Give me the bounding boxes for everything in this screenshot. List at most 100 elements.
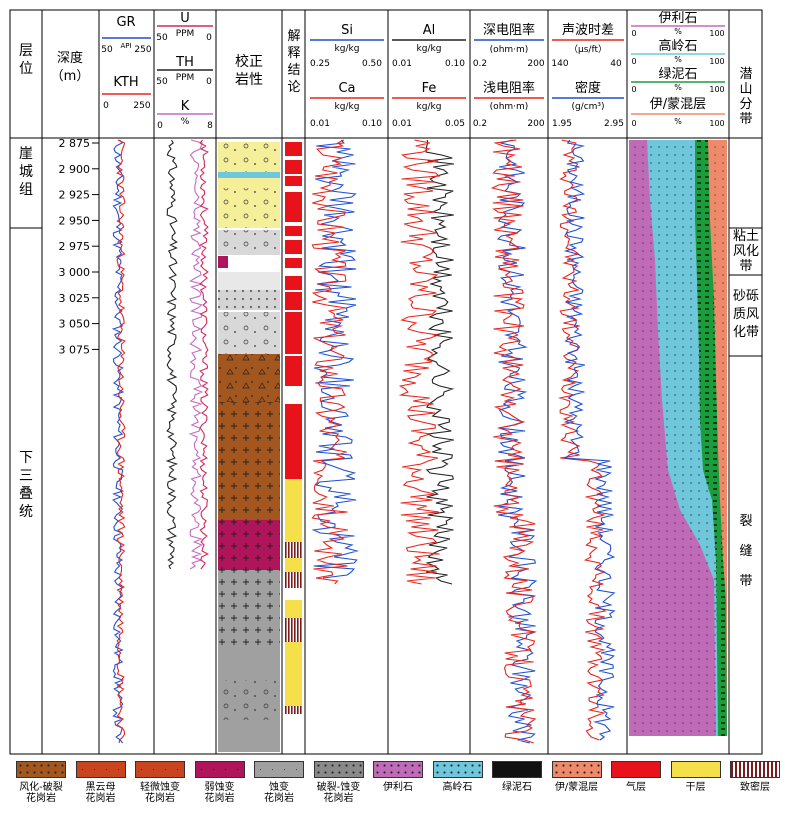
th-scale-min: 50	[156, 77, 168, 87]
depth-tick-label: 2 925	[59, 189, 91, 202]
si-scale-max: 0.50	[362, 59, 382, 69]
formation-label: 崖城组	[19, 146, 33, 198]
al-scale-min: 0.01	[392, 59, 412, 69]
depth-tick-label: 2 975	[59, 240, 91, 253]
depth-tick-label: 2 900	[59, 163, 91, 176]
log-curve	[557, 139, 607, 741]
legend-label: 气层	[626, 782, 646, 793]
zone-header: 潜山分带	[739, 67, 752, 127]
legend-label: 蚀变 花岗岩	[264, 782, 294, 804]
legend-item: 致密层	[724, 758, 785, 793]
header: 层位 深度（m） GR 50 API 250 KTH 0 250 U 50 PP…	[19, 11, 753, 131]
legend: 风化-破裂 花岗岩 黑云母 花岗岩 轻微蚀变 花岗岩 弱蚀变 花岗岩 蚀变 花岗岩 破裂-…	[0, 758, 785, 813]
sonic-scale-max: 40	[610, 59, 622, 69]
grid	[9, 9, 763, 755]
density-unit: (g/cm³)	[571, 102, 604, 112]
k-scale-min: 0	[157, 121, 163, 131]
depth-tick-label: 2 950	[59, 214, 91, 227]
ca-scale-max: 0.10	[362, 119, 382, 129]
gr-scale-max: 250	[134, 45, 151, 55]
legend-label: 伊利石	[383, 782, 413, 793]
legend-item: 风化-破裂 花岗岩	[10, 758, 72, 804]
lithology-column	[218, 142, 280, 752]
illite-scale-max: 100	[709, 29, 724, 38]
shallow-scale-min: 0.2	[473, 119, 487, 129]
log-curve	[116, 139, 126, 744]
clay-column	[629, 140, 727, 736]
legend-label: 轻微蚀变 花岗岩	[140, 782, 180, 804]
gr-name: GR	[116, 15, 135, 30]
legend-label: 伊/蒙混层	[554, 782, 599, 793]
deep-scale-max: 200	[527, 59, 544, 69]
th-scale-max: 0	[206, 77, 212, 87]
log-curve	[563, 139, 617, 741]
deep-name: 深电阻率	[483, 22, 535, 38]
k-unit: %	[181, 117, 190, 127]
al-scale-max: 0.10	[445, 59, 465, 69]
legend-label: 破裂-蚀变 花岗岩	[316, 782, 361, 804]
chlorite-name: 绿泥石	[658, 67, 697, 82]
al-name: Al	[423, 23, 436, 38]
layer-header: 层位	[19, 43, 33, 77]
log-curve	[165, 139, 179, 570]
chlorite-scale-min: 0	[631, 85, 636, 94]
log-curve	[425, 139, 455, 585]
illite-scale-min: 0	[631, 29, 636, 38]
al-unit: kg/kg	[417, 44, 442, 54]
density-scale-max: 2.95	[604, 119, 624, 129]
gr-scale-min: 50	[101, 45, 113, 55]
fe-scale-max: 0.05	[445, 119, 465, 129]
legend-swatch	[432, 761, 483, 778]
legend-item: 伊利石	[367, 758, 429, 793]
legend-swatch	[135, 761, 185, 778]
legend-swatch	[670, 761, 721, 778]
legend-swatch	[611, 761, 661, 778]
legend-swatch	[194, 761, 245, 778]
depth-header: 深度（m）	[51, 50, 90, 84]
kth-scale-min: 0	[103, 101, 109, 111]
kaolinite-scale-min: 0	[631, 57, 636, 66]
u-name: U	[180, 11, 190, 26]
u-scale-min: 50	[156, 33, 168, 43]
si-scale-min: 0.25	[310, 59, 330, 69]
u-unit: PPM	[176, 29, 195, 39]
interpretation-column	[285, 142, 302, 714]
si-name: Si	[341, 23, 353, 38]
si-unit: kg/kg	[335, 44, 360, 54]
mixed-scale-max: 100	[709, 119, 724, 128]
fe-name: Fe	[422, 81, 437, 96]
depth-tick-label: 2 875	[59, 137, 91, 150]
depth-tick-label: 3 000	[59, 266, 91, 279]
legend-swatch	[551, 761, 602, 778]
kaolinite-unit: %	[674, 55, 682, 64]
legend-label: 致密层	[740, 782, 770, 793]
zone-label: 砂砾质风化带	[733, 289, 759, 340]
mixed-unit: %	[674, 117, 682, 126]
sonic-name: 声波时差	[562, 23, 614, 38]
sonic-scale-min: 140	[551, 59, 568, 69]
depth-axis: 2 875 2 900 2 925 2 950 2 975 3 000 3 025 3 050…	[59, 137, 99, 356]
mixed-scale-min: 0	[631, 119, 636, 128]
interp-header: 解释结论	[287, 29, 300, 95]
legend-label: 绿泥石	[502, 782, 532, 793]
deep-scale-min: 0.2	[473, 59, 487, 69]
log-curve	[198, 139, 210, 570]
ca-name: Ca	[338, 81, 355, 96]
log-curve	[496, 139, 538, 744]
legend-item: 干层	[665, 758, 727, 793]
legend-label: 风化-破裂 花岗岩	[19, 782, 63, 804]
legend-swatch	[254, 761, 304, 778]
legend-item: 高岭石	[427, 758, 489, 793]
depth-tick-label: 3 025	[59, 292, 91, 305]
k-name: K	[181, 99, 190, 114]
ca-unit: kg/kg	[335, 102, 360, 112]
illite-name: 伊利石	[658, 11, 697, 26]
chlorite-scale-max: 100	[709, 85, 724, 94]
legend-item: 弱蚀变 花岗岩	[189, 758, 251, 804]
shallow-name: 浅电阻率	[483, 80, 535, 96]
zone-label: 裂缝带	[739, 514, 752, 589]
legend-label: 高岭石	[442, 782, 473, 793]
density-scale-min: 1.95	[552, 119, 572, 129]
